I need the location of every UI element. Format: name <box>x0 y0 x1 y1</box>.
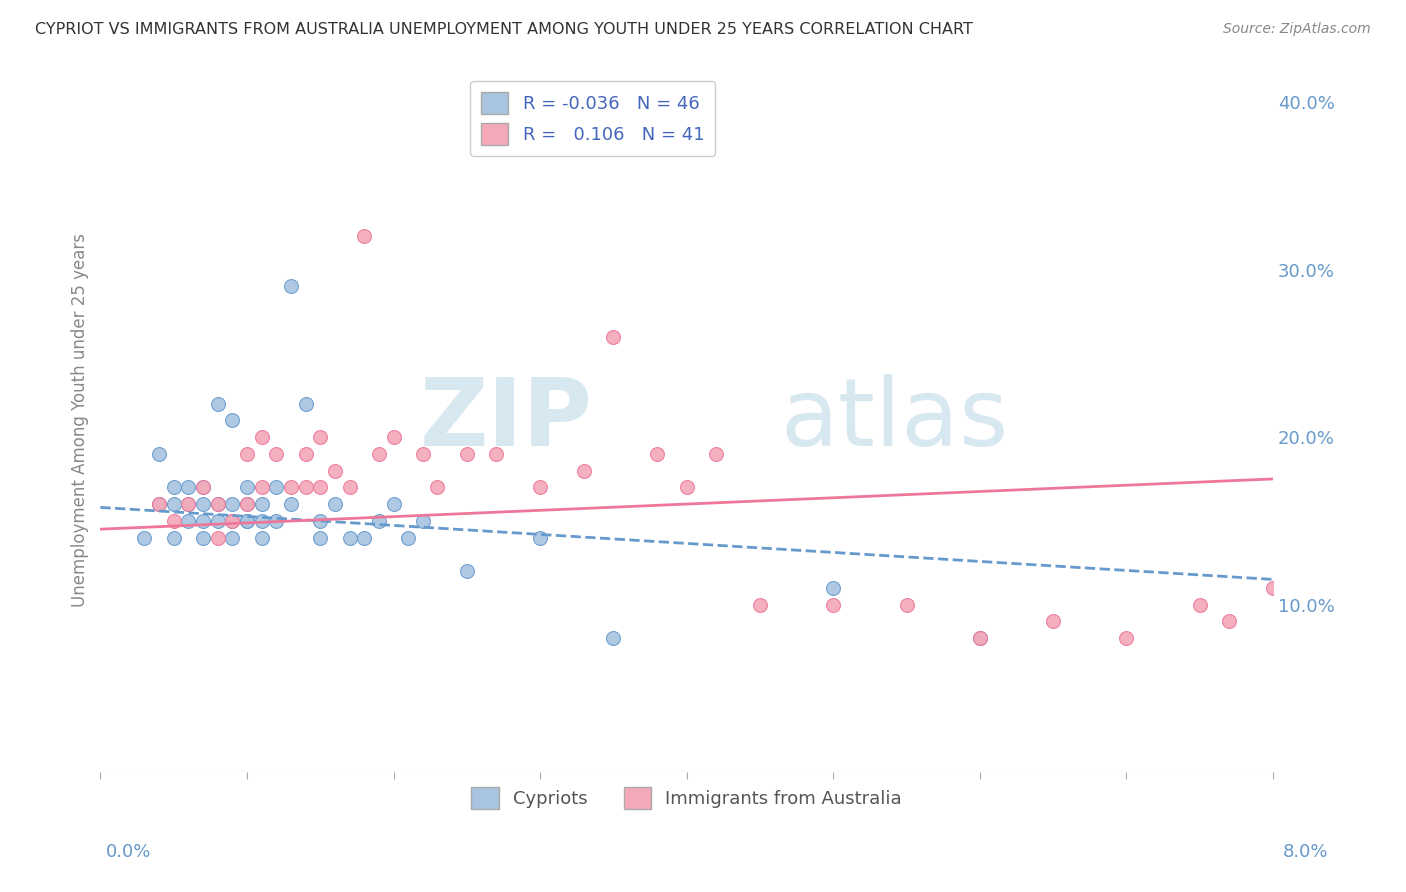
Point <box>207 396 229 410</box>
Point <box>236 514 259 528</box>
Point <box>896 598 918 612</box>
Point <box>221 514 243 528</box>
Point <box>412 514 434 528</box>
Point <box>353 229 375 244</box>
Point <box>675 480 697 494</box>
Point <box>148 497 170 511</box>
Point <box>396 531 419 545</box>
Point <box>207 497 229 511</box>
Point <box>221 497 243 511</box>
Point <box>207 531 229 545</box>
Point <box>602 631 624 645</box>
Point <box>749 598 772 612</box>
Point <box>148 497 170 511</box>
Point <box>309 480 332 494</box>
Point <box>177 497 200 511</box>
Point <box>236 497 259 511</box>
Point <box>339 531 361 545</box>
Point <box>221 413 243 427</box>
Point <box>264 514 287 528</box>
Point <box>264 480 287 494</box>
Point <box>309 430 332 444</box>
Point <box>456 564 478 578</box>
Point <box>177 497 200 511</box>
Point <box>250 430 273 444</box>
Point <box>191 480 214 494</box>
Point <box>572 464 595 478</box>
Point <box>294 480 316 494</box>
Point <box>191 514 214 528</box>
Point <box>367 514 389 528</box>
Point <box>823 598 845 612</box>
Point <box>250 480 273 494</box>
Point <box>280 480 302 494</box>
Point <box>191 497 214 511</box>
Text: Source: ZipAtlas.com: Source: ZipAtlas.com <box>1223 22 1371 37</box>
Point <box>236 514 259 528</box>
Point <box>323 464 346 478</box>
Point <box>177 480 200 494</box>
Point <box>163 514 186 528</box>
Point <box>1188 598 1211 612</box>
Point <box>485 447 508 461</box>
Point <box>309 514 332 528</box>
Point <box>704 447 727 461</box>
Point <box>426 480 449 494</box>
Text: CYPRIOT VS IMMIGRANTS FROM AUSTRALIA UNEMPLOYMENT AMONG YOUTH UNDER 25 YEARS COR: CYPRIOT VS IMMIGRANTS FROM AUSTRALIA UNE… <box>35 22 973 37</box>
Point <box>529 531 551 545</box>
Point <box>323 497 346 511</box>
Point <box>382 430 405 444</box>
Point <box>163 480 186 494</box>
Text: atlas: atlas <box>780 375 1008 467</box>
Point <box>207 514 229 528</box>
Point <box>412 447 434 461</box>
Point <box>529 480 551 494</box>
Point <box>647 447 669 461</box>
Point <box>250 497 273 511</box>
Point <box>134 531 156 545</box>
Point <box>309 531 332 545</box>
Point <box>221 531 243 545</box>
Point <box>294 396 316 410</box>
Point <box>221 514 243 528</box>
Point <box>177 514 200 528</box>
Point <box>207 497 229 511</box>
Point <box>602 329 624 343</box>
Point <box>969 631 991 645</box>
Point <box>1218 615 1240 629</box>
Point <box>1115 631 1137 645</box>
Point <box>367 447 389 461</box>
Point <box>823 581 845 595</box>
Point <box>191 480 214 494</box>
Text: ZIP: ZIP <box>420 375 593 467</box>
Point <box>280 279 302 293</box>
Point <box>294 447 316 461</box>
Point <box>250 531 273 545</box>
Y-axis label: Unemployment Among Youth under 25 years: Unemployment Among Youth under 25 years <box>72 234 89 607</box>
Point <box>353 531 375 545</box>
Point <box>264 447 287 461</box>
Point <box>280 497 302 511</box>
Point <box>339 480 361 494</box>
Point <box>1042 615 1064 629</box>
Point <box>191 531 214 545</box>
Legend: Cypriots, Immigrants from Australia: Cypriots, Immigrants from Australia <box>464 780 910 816</box>
Point <box>382 497 405 511</box>
Text: 0.0%: 0.0% <box>105 843 150 861</box>
Point <box>236 480 259 494</box>
Point <box>236 447 259 461</box>
Point <box>250 514 273 528</box>
Point <box>163 531 186 545</box>
Point <box>1261 581 1284 595</box>
Point <box>163 497 186 511</box>
Point <box>148 447 170 461</box>
Text: 8.0%: 8.0% <box>1284 843 1329 861</box>
Point <box>236 497 259 511</box>
Point <box>969 631 991 645</box>
Point <box>456 447 478 461</box>
